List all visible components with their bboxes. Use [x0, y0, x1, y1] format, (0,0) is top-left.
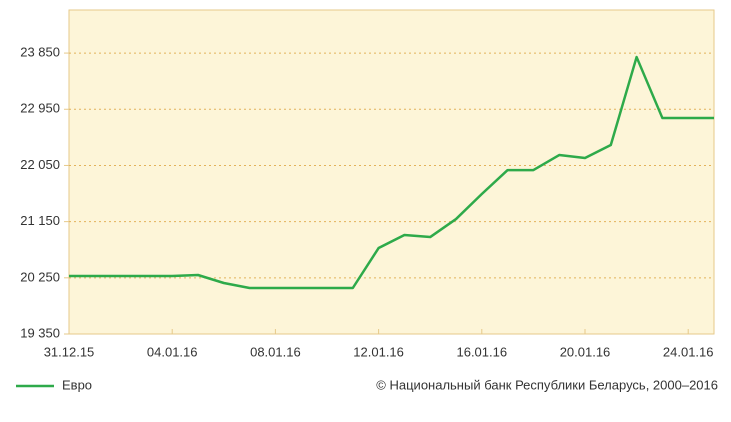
x-tick-label: 16.01.16: [456, 344, 507, 359]
x-tick-label: 12.01.16: [353, 344, 404, 359]
caption: © Национальный банк Республики Беларусь,…: [376, 377, 718, 392]
y-tick-label: 21 150: [20, 213, 60, 228]
x-tick-label: 24.01.16: [663, 344, 714, 359]
y-tick-label: 20 250: [20, 269, 60, 284]
series-line: [69, 55, 714, 290]
y-tick-label: 23 850: [20, 45, 60, 60]
x-tick-label: 04.01.16: [147, 344, 198, 359]
legend-label: Евро: [62, 377, 92, 392]
y-tick-label: 22 950: [20, 101, 60, 116]
x-tick-label: 20.01.16: [560, 344, 611, 359]
y-tick-label: 22 050: [20, 157, 60, 172]
x-tick-label: 08.01.16: [250, 344, 301, 359]
y-tick-label: 19 350: [20, 325, 60, 340]
plot-area: [68, 9, 715, 335]
x-tick-label: 31.12.15: [44, 344, 95, 359]
